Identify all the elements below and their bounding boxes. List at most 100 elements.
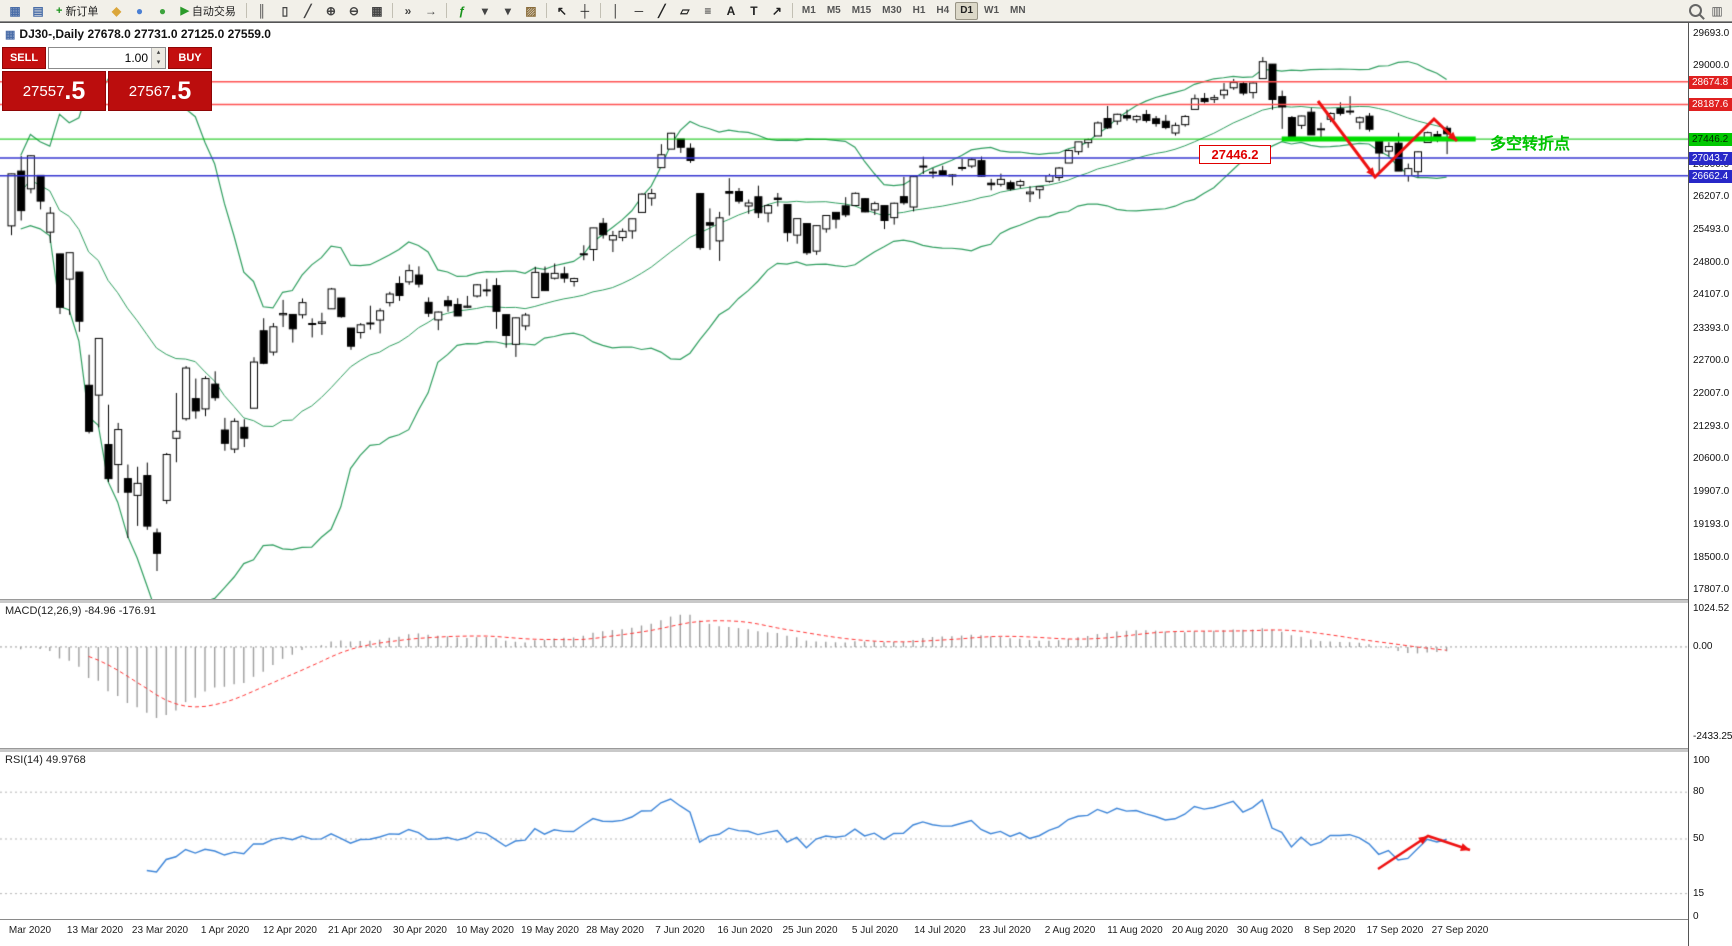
- new-order-button: +: [56, 4, 63, 17]
- cursor-icon[interactable]: ↖: [551, 1, 573, 21]
- sell-button[interactable]: SELL: [2, 47, 46, 69]
- timeframe-m30[interactable]: M30: [882, 5, 902, 16]
- new-order-button[interactable]: + 新订单: [50, 1, 104, 21]
- cursor-icon: ↖: [556, 3, 567, 18]
- chart-title: ▦ DJ30-,Daily 27678.0 27731.0 27125.0 27…: [5, 27, 271, 41]
- vertical-line-icon[interactable]: │: [605, 1, 627, 21]
- sell-price-button[interactable]: 27557.5: [2, 71, 106, 111]
- scale-tick: 22007.0: [1693, 387, 1730, 399]
- scale-tick: 19907.0: [1693, 485, 1730, 497]
- pane-separator-rsi[interactable]: [0, 748, 1688, 752]
- workspace-icon[interactable]: ▥: [1711, 3, 1723, 18]
- price-scale[interactable]: 29693.029000.026900.026207.025493.024800…: [1688, 23, 1732, 946]
- date-label: 30 Aug 2020: [1236, 925, 1294, 936]
- timeframe-m15[interactable]: M15: [851, 5, 872, 16]
- fibonacci-icon[interactable]: ≡: [697, 1, 719, 21]
- price-tag: 26662.4: [1689, 169, 1732, 183]
- price-tag: 27446.2: [1689, 133, 1732, 147]
- toolbar-separator: [245, 3, 247, 18]
- timeframe-h1[interactable]: H1: [912, 5, 926, 16]
- channel-icon: ▱: [680, 3, 690, 18]
- date-label: 7 Jun 2020: [655, 925, 705, 936]
- trendline-icon[interactable]: ╱: [651, 1, 673, 21]
- market-icon[interactable]: ●: [128, 1, 150, 21]
- tile-windows-icon[interactable]: ▦: [366, 1, 388, 21]
- charts-window-icon[interactable]: ▦: [4, 1, 26, 21]
- auto-scroll-icon: »: [404, 3, 412, 18]
- horizontal-line-icon[interactable]: ─: [628, 1, 650, 21]
- zoom-out-icon[interactable]: ⊖: [343, 1, 365, 21]
- one-click-trading-panel: SELL ▴ ▾ BUY 27557.5 27567.5: [2, 47, 212, 111]
- crosshair-icon: ┼: [580, 3, 590, 18]
- metaeditor-icon[interactable]: ◆: [105, 1, 127, 21]
- bars-mode-icon[interactable]: ║: [251, 1, 273, 21]
- price-tag: 28187.6: [1689, 98, 1732, 112]
- arrows-tool-icon[interactable]: ↗: [766, 1, 788, 21]
- main-chart-canvas[interactable]: [0, 23, 1688, 599]
- date-label: 28 May 2020: [586, 925, 644, 936]
- scale-tick: 80: [1693, 786, 1705, 798]
- text-icon[interactable]: A: [720, 1, 742, 21]
- buy-button[interactable]: BUY: [168, 47, 212, 69]
- scale-tick: 17807.0: [1693, 584, 1730, 595]
- date-label: 19 May 2020: [521, 925, 579, 936]
- scale-tick: 20600.0: [1693, 453, 1730, 465]
- buy-price: 27567: [128, 82, 171, 100]
- indicators-dropdown-icon[interactable]: ▾: [474, 1, 496, 21]
- date-label: 16 Jun 2020: [717, 925, 773, 936]
- chart-shift-icon: →: [424, 3, 437, 18]
- label-icon: T: [750, 3, 758, 18]
- chart-shift-icon[interactable]: →: [420, 1, 442, 21]
- channel-icon[interactable]: ▱: [674, 1, 696, 21]
- pane-separator-macd[interactable]: [0, 599, 1688, 603]
- date-label: 20 Aug 2020: [1171, 925, 1229, 936]
- periods-dropdown-icon: ▾: [504, 3, 511, 18]
- signals-icon: ●: [158, 3, 167, 18]
- profiles-icon[interactable]: ▤: [27, 1, 49, 21]
- volume-down-icon[interactable]: ▾: [152, 58, 165, 68]
- buy-price-button[interactable]: 27567.5: [108, 71, 212, 111]
- buy-price-fraction: .5: [170, 76, 192, 105]
- volume-up-icon[interactable]: ▴: [152, 48, 165, 58]
- new-order-button-label: 新订单: [65, 5, 99, 18]
- date-label: 13 Mar 2020: [66, 925, 124, 936]
- timeframe-mn[interactable]: MN: [1010, 5, 1026, 16]
- arrows-tool-icon: ↗: [771, 3, 782, 18]
- timeframe-m5[interactable]: M5: [826, 5, 841, 16]
- scale-tick: 23393.0: [1693, 322, 1730, 334]
- timeframe-d1[interactable]: D1: [955, 1, 979, 20]
- date-label: 25 Jun 2020: [782, 925, 838, 936]
- date-label: 21 Apr 2020: [328, 925, 382, 936]
- date-label: Mar 2020: [8, 925, 52, 936]
- auto-trading-button-label: 自动交易: [191, 5, 236, 18]
- periods-dropdown-icon[interactable]: ▾: [497, 1, 519, 21]
- timeframe-m1[interactable]: M1: [801, 5, 816, 16]
- zoom-in-icon[interactable]: ⊕: [320, 1, 342, 21]
- indicators-icon[interactable]: ƒ: [451, 1, 473, 21]
- toolbar-separator: [545, 3, 547, 18]
- timeframe-h4[interactable]: H4: [936, 5, 950, 16]
- toolbar-separator: [445, 3, 447, 18]
- volume-input[interactable]: [49, 48, 151, 68]
- date-axis[interactable]: Mar 2020 13 Mar 2020 23 Mar 2020 1 Apr 2020…: [0, 919, 1688, 946]
- rsi-pane-canvas[interactable]: [0, 751, 1688, 919]
- label-icon[interactable]: T: [743, 1, 765, 21]
- timeframe-w1[interactable]: W1: [984, 5, 1000, 16]
- signals-icon[interactable]: ●: [151, 1, 173, 21]
- date-label: 23 Mar 2020: [131, 925, 189, 936]
- candles-mode-icon[interactable]: ▯: [274, 1, 296, 21]
- macd-indicator-label: MACD(12,26,9) -84.96 -176.91: [5, 605, 157, 617]
- line-mode-icon[interactable]: ╱: [297, 1, 319, 21]
- date-label: 30 Apr 2020: [393, 925, 447, 936]
- auto-trading-button[interactable]: ▶ 自动交易: [174, 1, 241, 21]
- date-label: 10 May 2020: [456, 925, 514, 936]
- search-icon[interactable]: [1689, 4, 1702, 17]
- crosshair-icon[interactable]: ┼: [574, 1, 596, 21]
- templates-icon[interactable]: ▨: [520, 1, 542, 21]
- charts-window-icon: ▦: [9, 3, 21, 18]
- horizontal-line-icon: ─: [634, 3, 644, 18]
- macd-pane-canvas[interactable]: [0, 602, 1688, 748]
- profiles-icon: ▤: [32, 3, 44, 18]
- auto-scroll-icon[interactable]: »: [397, 1, 419, 21]
